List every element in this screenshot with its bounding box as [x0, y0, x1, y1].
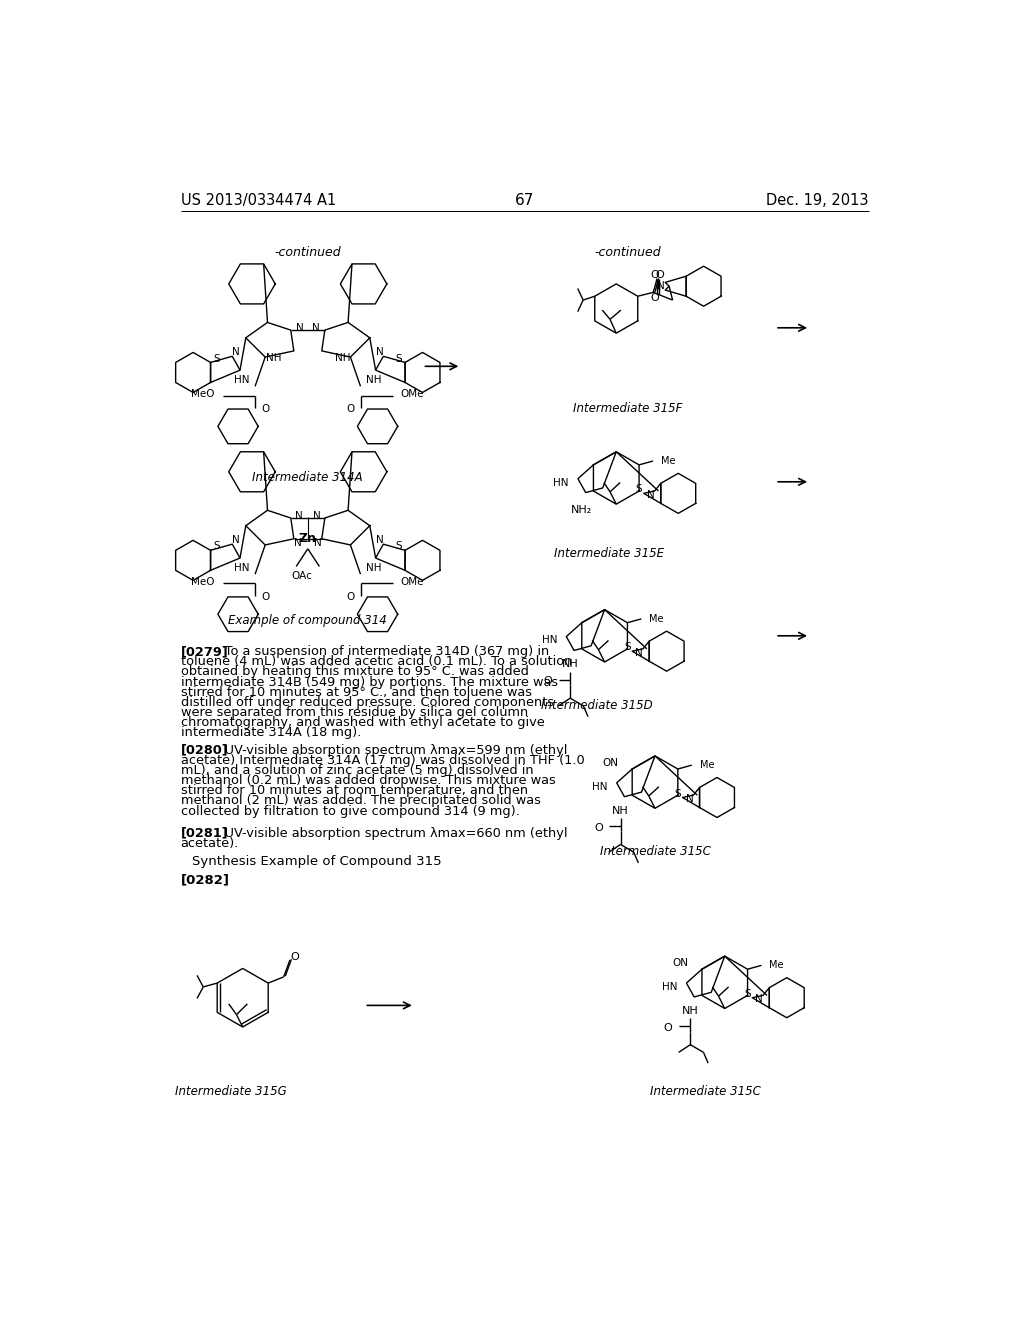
Text: -continued: -continued: [274, 246, 341, 259]
Text: OAc: OAc: [291, 570, 312, 581]
Text: intermediate 314B (549 mg) by portions. The mixture was: intermediate 314B (549 mg) by portions. …: [180, 676, 558, 689]
Text: N: N: [647, 490, 654, 500]
Text: N: N: [635, 648, 643, 657]
Text: Intermediate 315C: Intermediate 315C: [650, 1085, 761, 1098]
Text: N: N: [232, 347, 240, 358]
Text: ON: ON: [602, 758, 618, 768]
Text: Intermediate 315D: Intermediate 315D: [541, 698, 652, 711]
Text: O: O: [544, 676, 552, 686]
Text: To a suspension of intermediate 314D (367 mg) in: To a suspension of intermediate 314D (36…: [205, 645, 550, 659]
Text: N: N: [313, 511, 321, 520]
Text: mL), and a solution of zinc acetate (5 mg) dissolved in: mL), and a solution of zinc acetate (5 m…: [180, 764, 534, 777]
Text: Me: Me: [649, 614, 664, 624]
Text: collected by filtration to give compound 314 (9 mg).: collected by filtration to give compound…: [180, 805, 519, 817]
Text: distilled off under reduced pressure. Colored components: distilled off under reduced pressure. Co…: [180, 696, 554, 709]
Text: NH₂: NH₂: [571, 504, 593, 515]
Text: HN: HN: [234, 564, 250, 573]
Text: N: N: [756, 994, 763, 1005]
Text: Me: Me: [699, 760, 714, 770]
Text: methanol (0.2 mL) was added dropwise. This mixture was: methanol (0.2 mL) was added dropwise. Th…: [180, 774, 555, 787]
Text: Intermediate 315C: Intermediate 315C: [600, 845, 711, 858]
Text: Me: Me: [769, 961, 783, 970]
Text: S: S: [395, 541, 402, 552]
Text: O: O: [594, 822, 603, 833]
Text: HN: HN: [542, 635, 557, 645]
Text: NH: NH: [335, 352, 350, 363]
Text: Zn: Zn: [299, 532, 316, 545]
Text: Intermediate 315F: Intermediate 315F: [573, 403, 683, 416]
Text: S: S: [636, 484, 642, 495]
Text: [0282]: [0282]: [180, 873, 229, 886]
Text: S: S: [675, 788, 681, 799]
Text: toluene (4 mL) was added acetic acid (0.1 mL). To a solution: toluene (4 mL) was added acetic acid (0.…: [180, 655, 572, 668]
Text: S: S: [213, 354, 220, 363]
Text: N: N: [296, 323, 304, 333]
Text: O: O: [651, 293, 659, 302]
Text: O: O: [346, 593, 354, 602]
Text: OMe: OMe: [400, 577, 424, 587]
Text: -continued: -continued: [595, 246, 662, 259]
Text: obtained by heating this mixture to 95° C. was added: obtained by heating this mixture to 95° …: [180, 665, 528, 678]
Text: NH: NH: [265, 352, 281, 363]
Text: 67: 67: [515, 193, 535, 209]
Text: Dec. 19, 2013: Dec. 19, 2013: [766, 193, 869, 209]
Text: HN: HN: [592, 781, 607, 792]
Text: O: O: [664, 1023, 673, 1032]
Text: Intermediate 315E: Intermediate 315E: [554, 546, 664, 560]
Text: stirred for 10 minutes at room temperature, and then: stirred for 10 minutes at room temperatu…: [180, 784, 527, 797]
Text: UV-visible absorption spectrum λmax=599 nm (ethyl: UV-visible absorption spectrum λmax=599 …: [205, 743, 568, 756]
Text: [0279]: [0279]: [180, 645, 228, 659]
Text: MeO: MeO: [191, 577, 215, 587]
Text: N: N: [314, 537, 322, 548]
Text: acetate).: acetate).: [180, 837, 239, 850]
Text: O: O: [290, 952, 299, 962]
Text: N: N: [294, 537, 302, 548]
Text: O: O: [261, 593, 269, 602]
Text: NH: NH: [366, 564, 381, 573]
Text: S: S: [213, 541, 220, 552]
Text: Me: Me: [660, 455, 675, 466]
Text: NH: NH: [682, 1006, 698, 1016]
Text: N: N: [376, 347, 383, 358]
Text: N: N: [232, 536, 240, 545]
Text: methanol (2 mL) was added. The precipitated solid was: methanol (2 mL) was added. The precipita…: [180, 795, 541, 808]
Text: Example of compound 314: Example of compound 314: [228, 614, 387, 627]
Text: Intermediate 314A: Intermediate 314A: [253, 471, 364, 484]
Text: N: N: [311, 323, 319, 333]
Text: NH: NH: [562, 659, 579, 669]
Text: chromatography, and washed with ethyl acetate to give: chromatography, and washed with ethyl ac…: [180, 717, 545, 729]
Text: N: N: [376, 536, 383, 545]
Text: O: O: [261, 404, 269, 414]
Text: N: N: [686, 795, 693, 804]
Text: [0280]: [0280]: [180, 743, 228, 756]
Text: MeO: MeO: [191, 389, 215, 399]
Text: OMe: OMe: [400, 389, 424, 399]
Text: US 2013/0334474 A1: US 2013/0334474 A1: [180, 193, 336, 209]
Text: UV-visible absorption spectrum λmax=660 nm (ethyl: UV-visible absorption spectrum λmax=660 …: [205, 826, 568, 840]
Text: acetate) Intermediate 314A (17 mg) was dissolved in THF (1.0: acetate) Intermediate 314A (17 mg) was d…: [180, 754, 585, 767]
Text: Intermediate 315G: Intermediate 315G: [175, 1085, 287, 1098]
Text: ON: ON: [672, 958, 688, 968]
Text: were separated from this residue by silica gel column: were separated from this residue by sili…: [180, 706, 528, 719]
Text: S: S: [395, 354, 402, 363]
Text: S: S: [744, 989, 751, 999]
Text: O: O: [655, 271, 664, 280]
Text: NH: NH: [366, 375, 381, 385]
Text: N: N: [295, 511, 302, 520]
Text: Synthesis Example of Compound 315: Synthesis Example of Compound 315: [191, 855, 441, 869]
Text: intermediate 314A (18 mg).: intermediate 314A (18 mg).: [180, 726, 361, 739]
Text: S: S: [625, 643, 631, 652]
Text: HN: HN: [553, 478, 568, 487]
Text: NH: NH: [612, 805, 629, 816]
Text: N: N: [656, 281, 665, 292]
Text: stirred for 10 minutes at 95° C., and then toluene was: stirred for 10 minutes at 95° C., and th…: [180, 685, 531, 698]
Text: HN: HN: [234, 375, 250, 385]
Text: O: O: [651, 269, 659, 280]
Text: O: O: [346, 404, 354, 414]
Text: [0281]: [0281]: [180, 826, 228, 840]
Text: HN: HN: [662, 982, 677, 991]
